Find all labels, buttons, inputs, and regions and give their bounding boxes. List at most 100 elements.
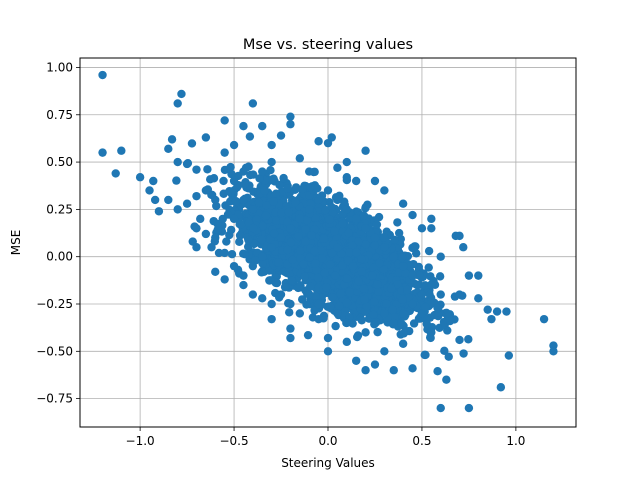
data-point bbox=[307, 230, 316, 240]
data-point bbox=[261, 211, 271, 220]
data-point bbox=[145, 186, 154, 195]
x-axis-label: Steering Values bbox=[281, 456, 375, 470]
data-point bbox=[325, 260, 335, 269]
data-point bbox=[254, 198, 264, 207]
data-point bbox=[223, 210, 233, 219]
data-point bbox=[182, 199, 192, 208]
data-point bbox=[219, 176, 228, 186]
data-point bbox=[394, 228, 404, 238]
data-point bbox=[314, 195, 323, 205]
data-point bbox=[286, 238, 296, 247]
data-point bbox=[360, 295, 369, 304]
data-point bbox=[276, 290, 286, 299]
data-point bbox=[283, 184, 292, 193]
data-point bbox=[327, 248, 337, 258]
data-point bbox=[427, 280, 436, 290]
data-point bbox=[306, 182, 315, 192]
data-point bbox=[274, 258, 283, 267]
data-point bbox=[187, 139, 197, 148]
data-point bbox=[98, 70, 107, 80]
data-point bbox=[353, 237, 363, 246]
y-tick-label: 1.00 bbox=[46, 60, 73, 74]
data-point bbox=[331, 321, 340, 331]
data-point bbox=[351, 176, 361, 186]
data-point bbox=[246, 170, 255, 180]
data-point bbox=[229, 261, 239, 271]
data-point bbox=[206, 175, 215, 184]
data-point bbox=[342, 157, 351, 167]
data-point bbox=[343, 274, 352, 283]
data-point bbox=[150, 195, 160, 205]
data-point bbox=[220, 248, 229, 258]
data-point bbox=[417, 290, 427, 299]
data-point bbox=[370, 360, 380, 369]
data-point bbox=[318, 254, 327, 263]
data-point bbox=[325, 215, 334, 224]
data-point bbox=[226, 225, 236, 235]
data-point bbox=[286, 224, 295, 233]
data-point bbox=[258, 259, 267, 268]
data-point bbox=[211, 267, 220, 277]
data-point bbox=[266, 165, 275, 175]
data-point bbox=[248, 290, 258, 299]
data-point bbox=[361, 328, 370, 337]
data-point bbox=[382, 299, 391, 308]
data-point bbox=[314, 314, 323, 324]
data-point bbox=[361, 366, 370, 375]
data-point bbox=[296, 246, 305, 256]
data-point bbox=[255, 174, 264, 183]
data-point bbox=[239, 271, 248, 280]
data-point bbox=[459, 349, 468, 358]
data-point bbox=[260, 186, 269, 195]
data-point bbox=[464, 335, 473, 344]
data-point bbox=[327, 202, 336, 212]
data-point bbox=[345, 248, 354, 257]
data-point bbox=[455, 231, 464, 241]
data-point bbox=[267, 299, 276, 309]
data-point bbox=[192, 191, 201, 201]
data-point bbox=[299, 259, 308, 269]
data-point bbox=[357, 255, 366, 264]
data-point bbox=[371, 318, 381, 327]
data-point bbox=[235, 237, 244, 247]
data-point bbox=[267, 243, 276, 252]
data-point bbox=[504, 351, 514, 360]
data-point bbox=[408, 210, 417, 220]
data-point bbox=[330, 227, 339, 236]
data-point bbox=[342, 173, 351, 182]
data-point bbox=[379, 264, 389, 274]
data-point bbox=[135, 173, 145, 182]
data-point bbox=[301, 225, 310, 234]
data-point bbox=[286, 324, 295, 333]
data-point bbox=[464, 271, 474, 280]
data-point bbox=[474, 294, 483, 303]
data-point bbox=[398, 261, 408, 271]
data-point bbox=[323, 186, 333, 195]
data-point bbox=[389, 252, 398, 261]
data-point bbox=[226, 162, 235, 172]
data-point bbox=[422, 319, 431, 329]
data-point bbox=[239, 121, 248, 131]
data-point bbox=[320, 268, 329, 278]
data-point bbox=[229, 176, 239, 186]
data-point bbox=[340, 197, 349, 206]
data-point bbox=[229, 140, 239, 150]
data-point bbox=[248, 99, 258, 108]
data-point bbox=[188, 237, 197, 246]
data-point bbox=[173, 205, 182, 214]
data-point bbox=[272, 216, 281, 225]
data-point bbox=[373, 327, 382, 337]
data-point bbox=[213, 225, 222, 234]
data-point bbox=[380, 233, 389, 242]
x-tick-label: 0.5 bbox=[412, 434, 431, 448]
data-point bbox=[333, 243, 342, 253]
data-point bbox=[388, 305, 397, 315]
x-tick-label: 0.0 bbox=[318, 434, 337, 448]
data-point bbox=[445, 316, 455, 326]
y-tick-label: −0.75 bbox=[36, 392, 73, 406]
data-point bbox=[483, 305, 492, 314]
data-point bbox=[424, 263, 433, 272]
data-point bbox=[405, 262, 414, 271]
data-point bbox=[424, 246, 434, 256]
data-point bbox=[417, 224, 427, 233]
